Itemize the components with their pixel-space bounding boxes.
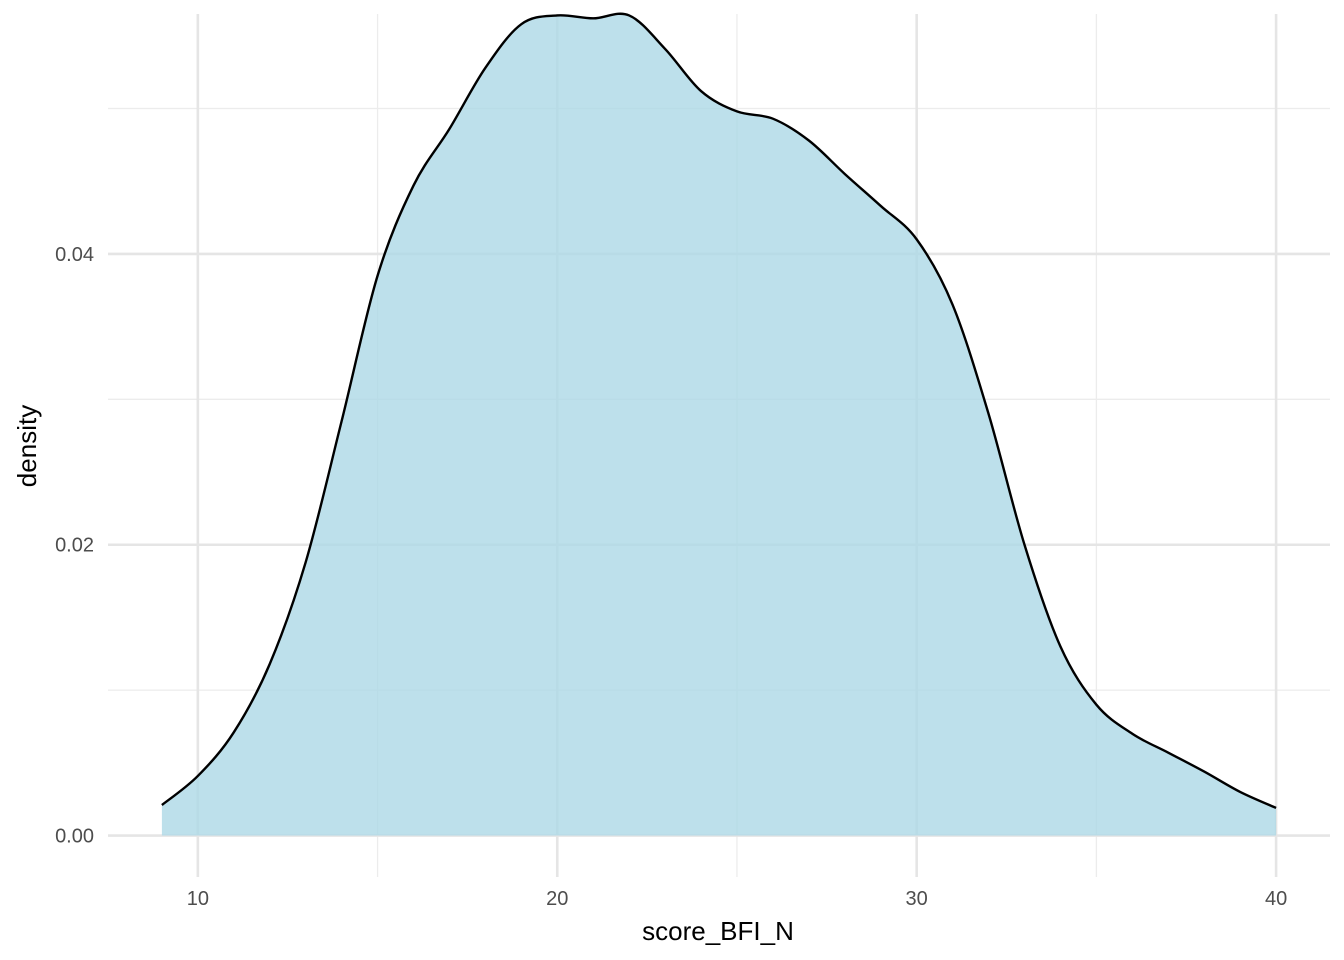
y-axis-title: density xyxy=(12,405,42,487)
x-axis-title: score_BFI_N xyxy=(642,916,794,946)
x-axis-ticks: 10 20 30 40 xyxy=(187,888,1287,910)
x-tick-label: 30 xyxy=(906,888,928,910)
density-line xyxy=(161,12,1277,810)
y-tick-label: 0.04 xyxy=(55,244,94,266)
y-axis-ticks: 0.00 0.02 0.04 xyxy=(55,244,94,848)
y-tick-label: 0.02 xyxy=(55,535,94,557)
density-series xyxy=(161,12,1277,836)
density-area xyxy=(161,13,1277,836)
x-tick-label: 10 xyxy=(187,888,209,910)
x-tick-label: 20 xyxy=(546,888,568,910)
y-tick-label: 0.00 xyxy=(55,826,94,848)
x-tick-label: 40 xyxy=(1265,888,1287,910)
